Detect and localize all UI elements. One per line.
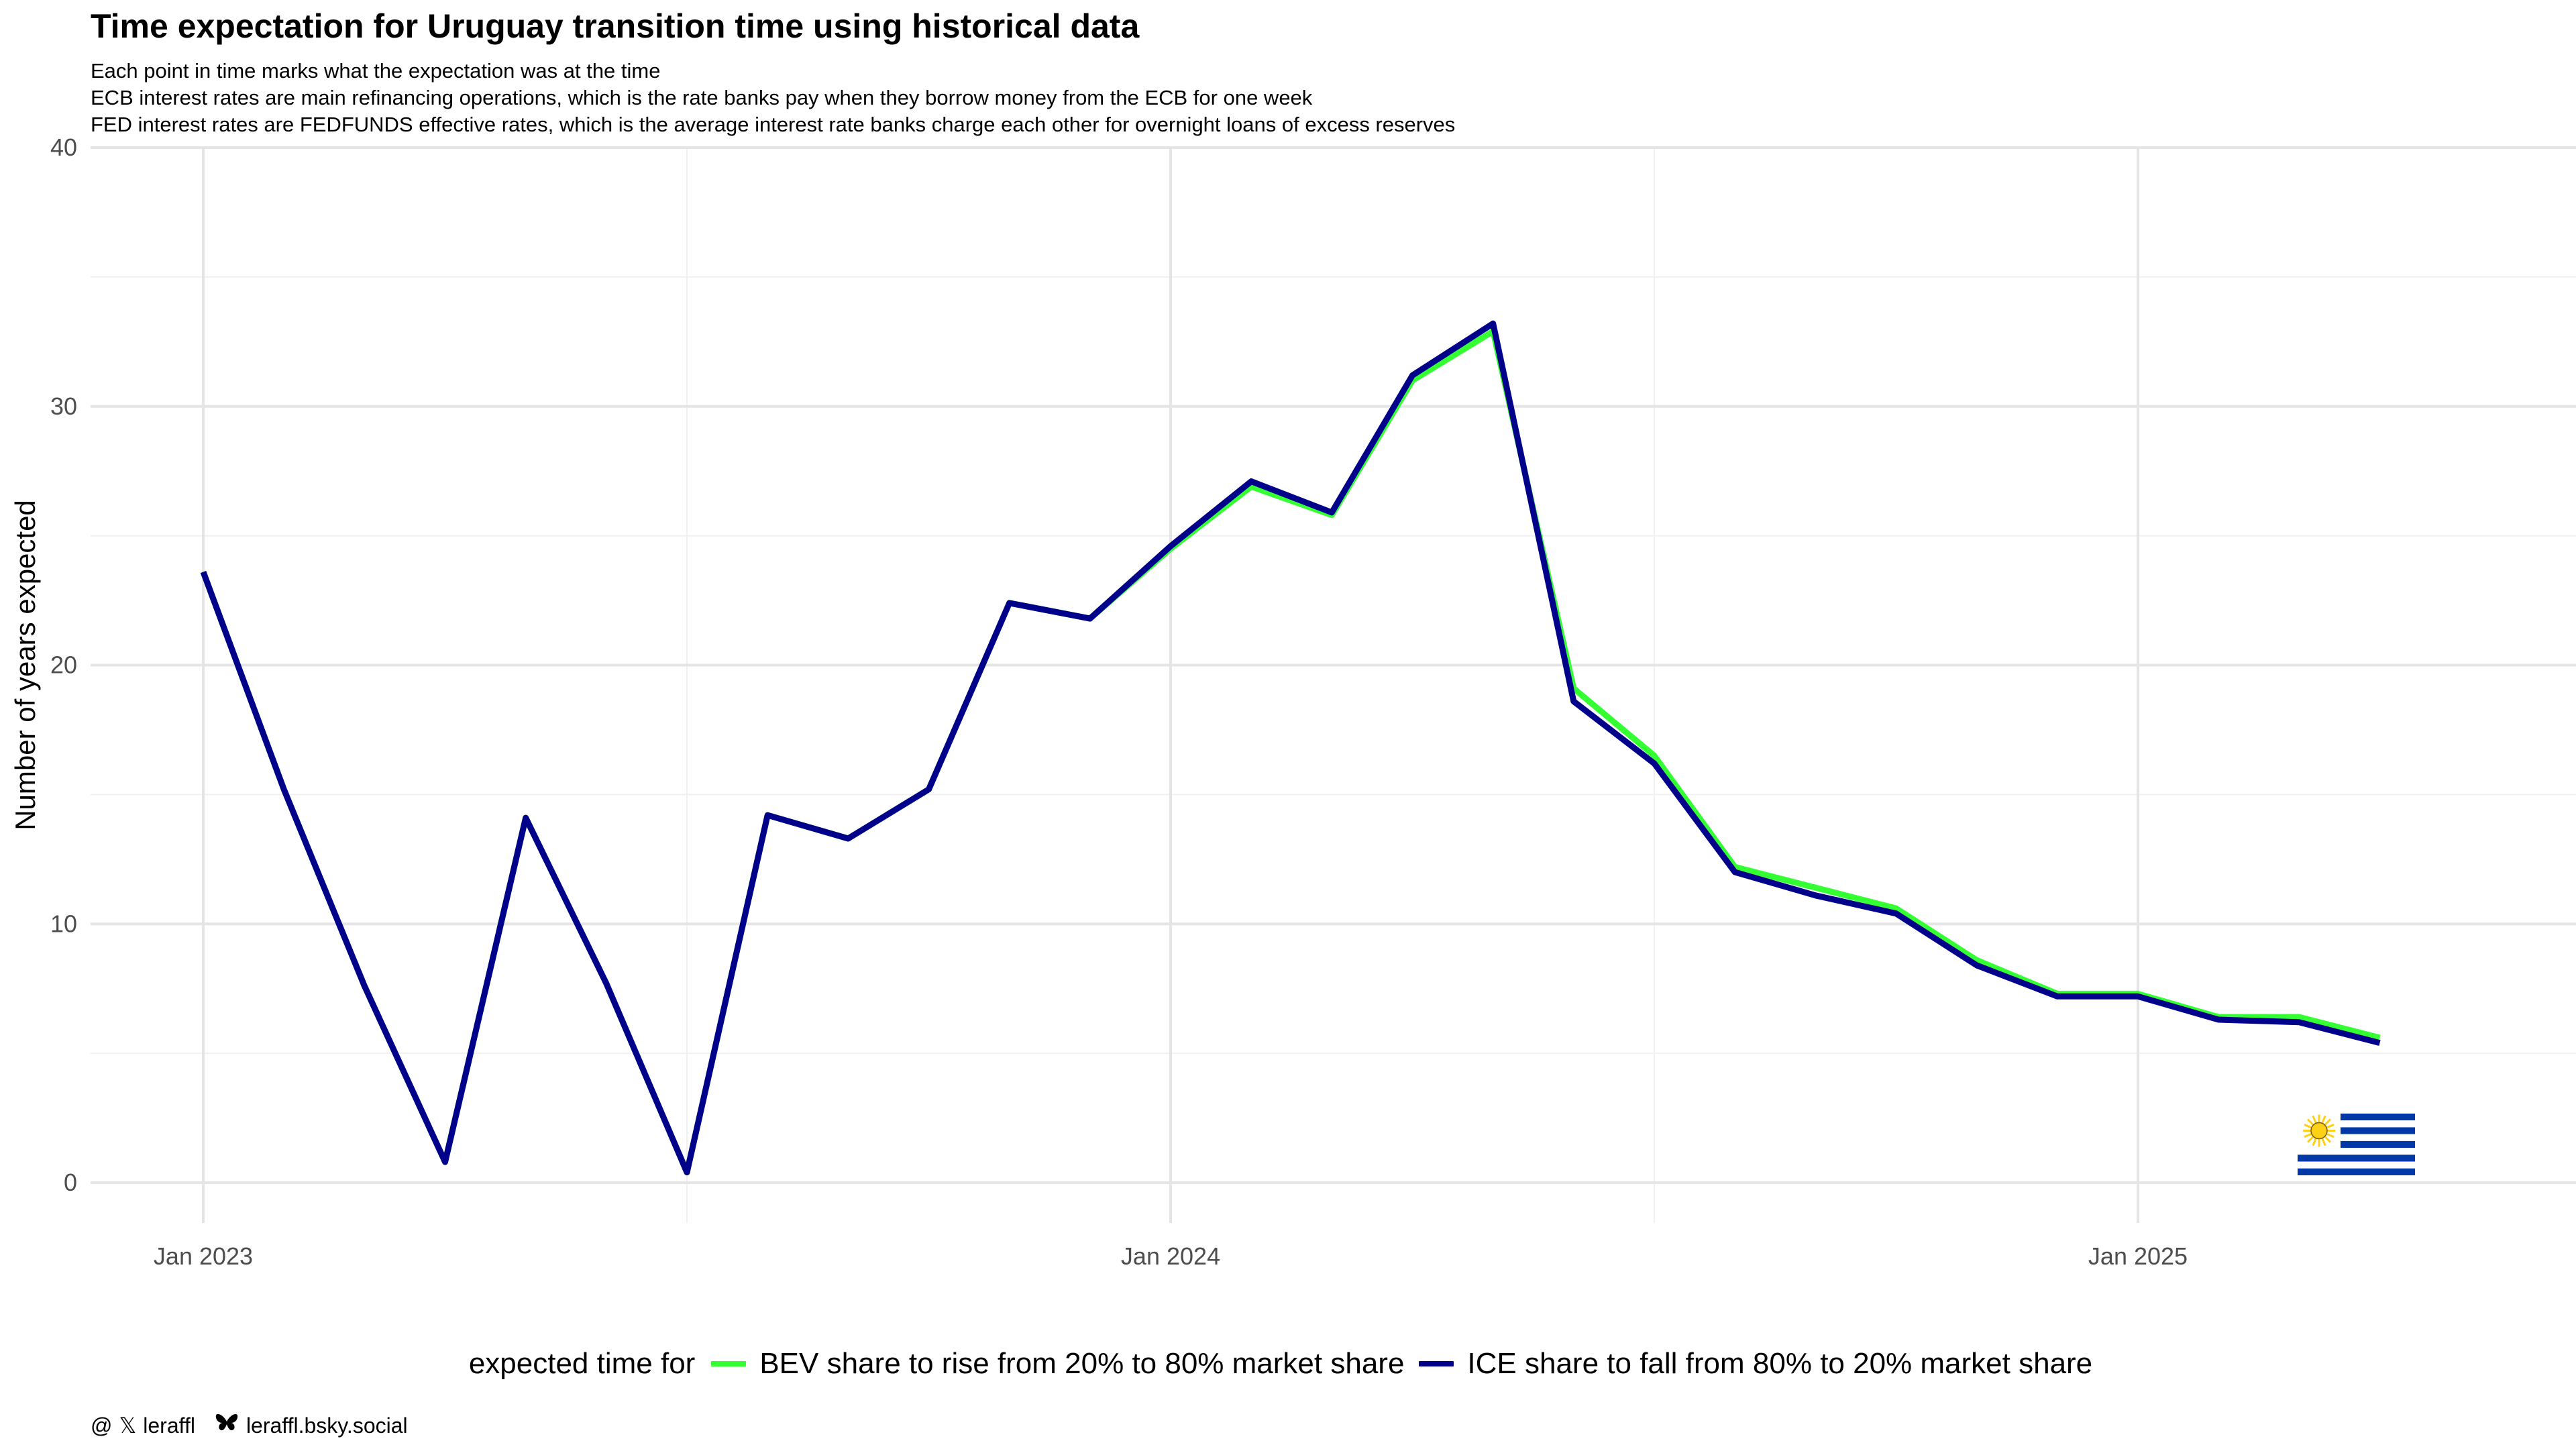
x-tick-label: Jan 2025: [2088, 1242, 2188, 1270]
legend-label-bev: BEV share to rise from 20% to 80% market…: [759, 1347, 1405, 1380]
flag-stripe: [2298, 1161, 2415, 1169]
y-tick-label: 10: [50, 910, 77, 937]
uruguay-flag-icon: [2298, 1114, 2415, 1175]
credit-bluesky: leraffl.bsky.social: [246, 1413, 408, 1438]
y-tick-label: 0: [64, 1169, 77, 1196]
flag-stripe: [2341, 1127, 2415, 1134]
chart-legend: expected time for BEV share to rise from…: [0, 1347, 2576, 1381]
flag-stripe: [2298, 1148, 2415, 1155]
x-tick-label: Jan 2023: [154, 1242, 253, 1270]
threads-icon: @: [91, 1413, 113, 1438]
flag-stripe: [2341, 1134, 2415, 1141]
legend-label-ice: ICE share to fall from 80% to 20% market…: [1467, 1347, 2093, 1380]
y-tick-label: 30: [50, 392, 77, 420]
flag-stripe: [2341, 1120, 2415, 1128]
legend-item-ice: ICE share to fall from 80% to 20% market…: [1419, 1347, 2092, 1381]
flag-stripe: [2341, 1140, 2415, 1148]
series-line-bev: [200, 328, 2381, 1176]
y-tick-label: 40: [50, 133, 77, 161]
legend-item-bev: BEV share to rise from 20% to 80% market…: [711, 1347, 1404, 1381]
flag-stripe: [2298, 1168, 2415, 1175]
credits: @ 𝕏 leraffl leraffl.bsky.social: [91, 1412, 408, 1439]
x-tick-label: Jan 2024: [1121, 1242, 1220, 1270]
flag-stripe: [2298, 1155, 2415, 1162]
bluesky-butterfly-icon: [214, 1412, 239, 1439]
flag-sun: [2310, 1122, 2328, 1140]
chart-subtitle: Each point in time marks what the expect…: [91, 59, 1456, 136]
legend-key-bev: [711, 1361, 747, 1366]
chart-plot: 0 10 20 30 40 Jan 2023 Jan 2024 Jan 2025 Number …: [9, 133, 2576, 1270]
credit-handle: leraffl: [143, 1413, 195, 1438]
y-tick-label: 20: [50, 651, 77, 679]
chart-title: Time expectation for Uruguay transition …: [91, 7, 1140, 45]
series-line-ice: [200, 320, 2381, 1176]
x-icon: 𝕏: [119, 1413, 137, 1438]
flag-stripe: [2341, 1114, 2415, 1121]
y-axis-label: Number of years expected: [9, 500, 41, 830]
legend-key-ice: [1419, 1361, 1454, 1366]
legend-title: expected time for: [468, 1347, 696, 1380]
